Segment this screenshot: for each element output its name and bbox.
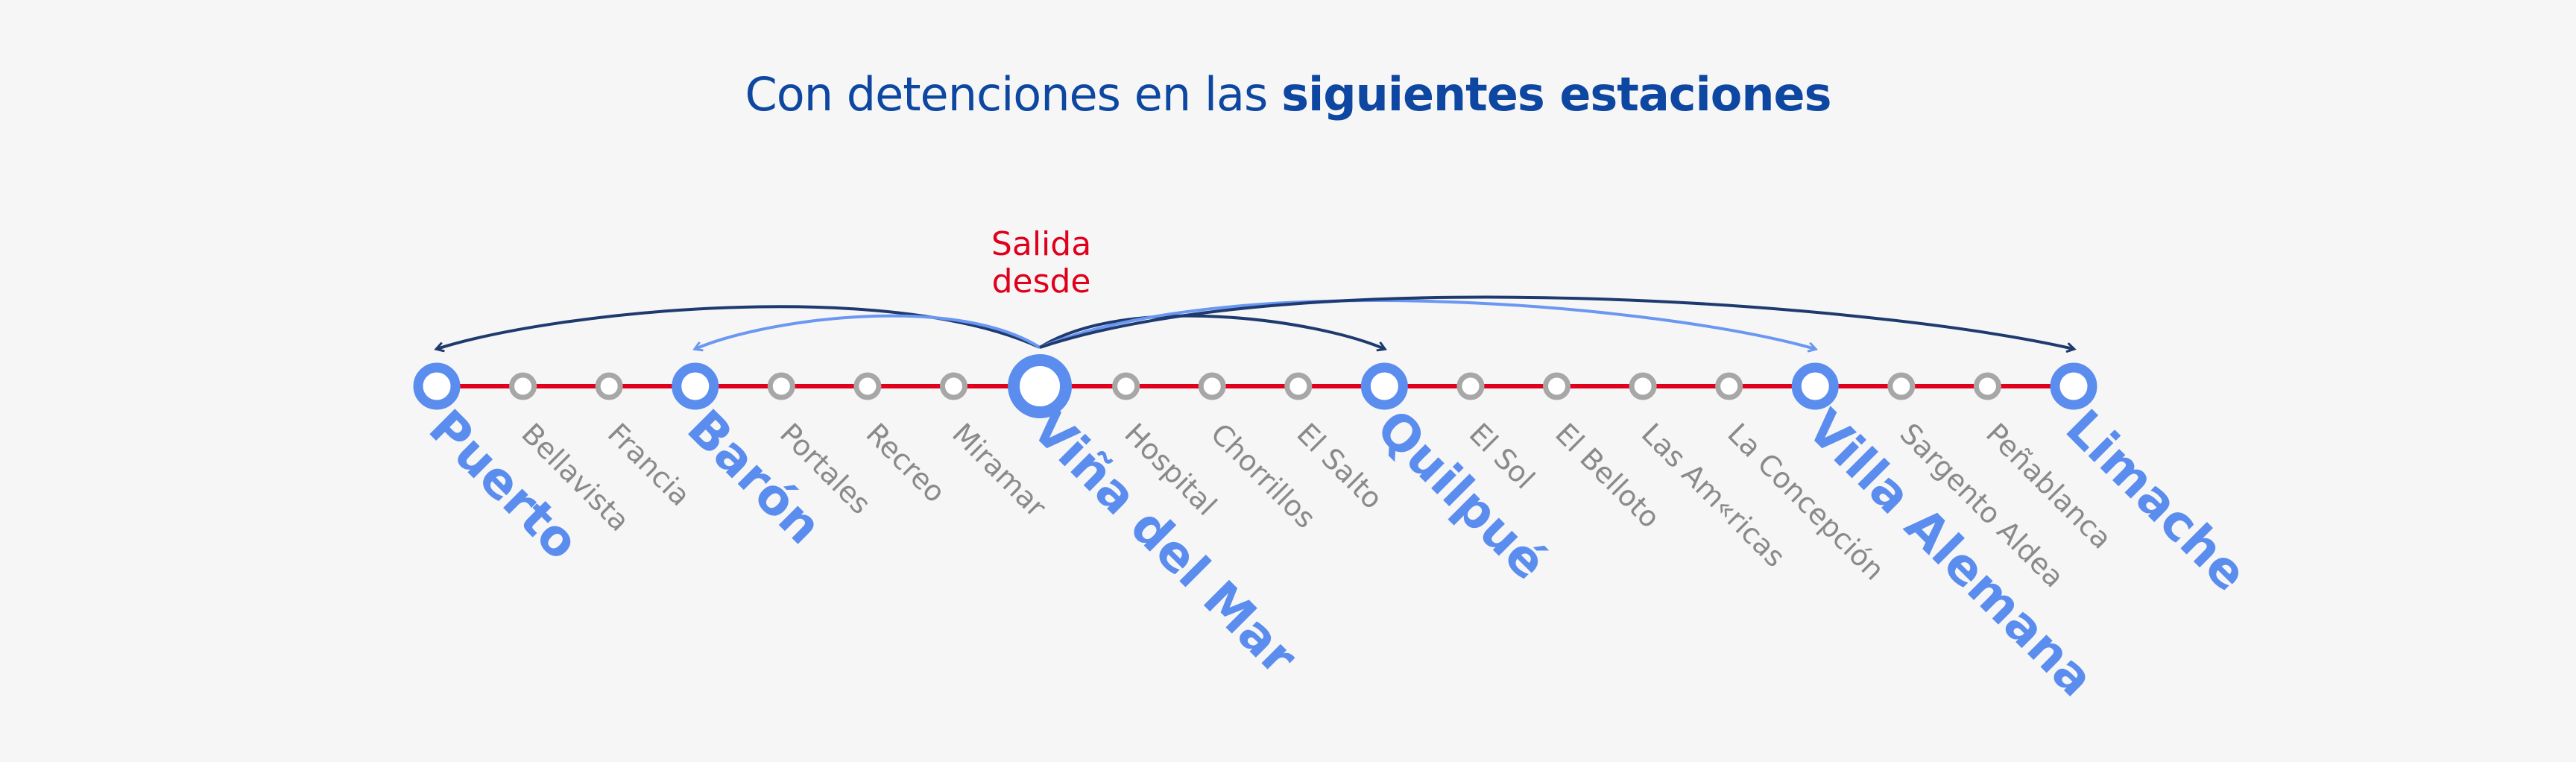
station-marker-limache	[2050, 362, 2097, 410]
station-marker-recreo	[853, 372, 882, 400]
origin-label: Salida desde	[991, 225, 1091, 300]
station-marker-bellavista	[509, 372, 537, 400]
station-marker-el-sol	[1456, 372, 1485, 400]
route-arrows	[437, 295, 2074, 349]
station-marker-villa-alemana	[1791, 362, 1839, 410]
station-marker-el-salto	[1284, 372, 1313, 400]
route-arrow-to-puerto	[437, 305, 1041, 349]
title-regular: Con detenciones en las	[745, 67, 1282, 122]
title-bold: siguientes estaciones	[1281, 67, 1831, 122]
station-marker-pen-ablanca	[1973, 372, 2001, 400]
route-arrow-to-limache	[1039, 295, 2074, 349]
origin-label-line: desde	[992, 262, 1091, 300]
station-marker-miramar	[939, 372, 967, 400]
station-marker-la-concepcio-n	[1715, 372, 1743, 400]
station-label-baro-n: Barón	[676, 399, 833, 555]
page-title: Con detenciones en las siguientes estaci…	[0, 67, 2576, 122]
station-marker-chorrillos	[1198, 372, 1226, 400]
station-marker-portales	[767, 372, 795, 400]
station-marker-quilpue	[1360, 362, 1408, 410]
route-arrow-to-villa-alemana	[1039, 299, 1815, 349]
station-marker-sargento-aldea	[1887, 372, 1916, 400]
station-marker-baro-n	[672, 362, 719, 410]
station-marker-puerto	[413, 362, 461, 410]
station-marker-francia	[595, 372, 623, 400]
station-marker-hospital	[1112, 372, 1140, 400]
origin-label-line: Salida	[991, 225, 1091, 263]
station-label-quilpue: Quilpué	[1366, 399, 1558, 591]
route-arrow-to-baro-n	[695, 314, 1041, 349]
station-marker-vin-a-del-mar-origin	[1008, 354, 1073, 418]
route-arrow-to-quilpue	[1038, 314, 1384, 349]
stations	[413, 354, 2097, 418]
station-marker-el-belloto	[1543, 372, 1571, 400]
station-marker-las-am-ricas	[1629, 372, 1657, 400]
station-labels: PuertoBellavistaFranciaBarónPortalesRecr…	[418, 399, 2258, 708]
